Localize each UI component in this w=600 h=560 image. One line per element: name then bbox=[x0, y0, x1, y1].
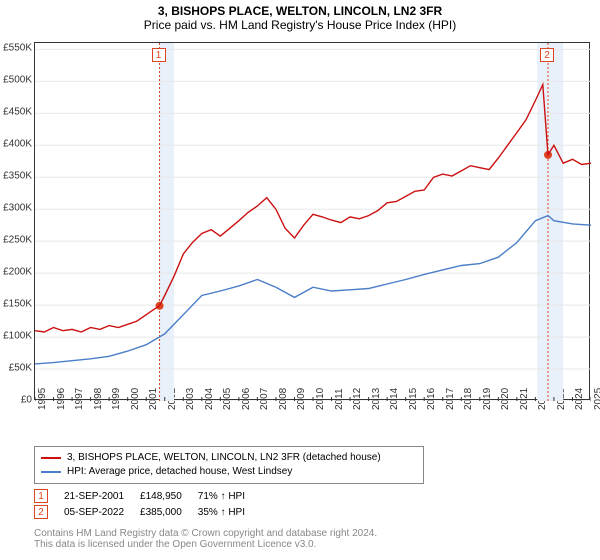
event-badge: 2 bbox=[540, 48, 554, 62]
table-row: 1 21-SEP-2001 £148,950 71% ↑ HPI bbox=[34, 488, 261, 504]
page-title: 3, BISHOPS PLACE, WELTON, LINCOLN, LN2 3… bbox=[0, 0, 600, 18]
gridlines bbox=[35, 49, 591, 401]
legend-label-property: 3, BISHOPS PLACE, WELTON, LINCOLN, LN2 3… bbox=[67, 451, 381, 465]
price-chart bbox=[34, 42, 590, 400]
sale-date-1: 21-SEP-2001 bbox=[64, 488, 140, 504]
sale-date-2: 05-SEP-2022 bbox=[64, 504, 140, 520]
sale-badge-2: 2 bbox=[34, 505, 48, 519]
series-hpi bbox=[35, 216, 591, 364]
footer-attribution: Contains HM Land Registry data © Crown c… bbox=[34, 528, 377, 550]
page-subtitle: Price paid vs. HM Land Registry's House … bbox=[0, 18, 600, 38]
highlight-band bbox=[160, 43, 174, 401]
sale-pct-1: 71% ↑ HPI bbox=[198, 488, 261, 504]
y-tick-label: £350K bbox=[2, 171, 32, 182]
sales-table: 1 21-SEP-2001 £148,950 71% ↑ HPI 2 05-SE… bbox=[34, 488, 261, 520]
footer-line-1: Contains HM Land Registry data © Crown c… bbox=[34, 528, 377, 539]
y-tick-label: £200K bbox=[2, 267, 32, 278]
legend-swatch-hpi bbox=[41, 471, 61, 473]
footer-line-2: This data is licensed under the Open Gov… bbox=[34, 539, 377, 550]
y-tick-label: £500K bbox=[2, 75, 32, 86]
y-tick-label: £300K bbox=[2, 203, 32, 214]
legend-label-hpi: HPI: Average price, detached house, West… bbox=[67, 465, 292, 479]
sale-price-1: £148,950 bbox=[140, 488, 198, 504]
y-tick-label: £450K bbox=[2, 107, 32, 118]
y-tick-label: £400K bbox=[2, 139, 32, 150]
y-tick-label: £250K bbox=[2, 235, 32, 246]
table-row: 2 05-SEP-2022 £385,000 35% ↑ HPI bbox=[34, 504, 261, 520]
y-tick-label: £50K bbox=[2, 363, 32, 374]
y-tick-label: £550K bbox=[2, 43, 32, 54]
sale-pct-2: 35% ↑ HPI bbox=[198, 504, 261, 520]
event-badge: 1 bbox=[152, 48, 166, 62]
x-tick-label: 2025 bbox=[593, 388, 600, 410]
y-tick-label: £0 bbox=[2, 395, 32, 406]
legend: 3, BISHOPS PLACE, WELTON, LINCOLN, LN2 3… bbox=[34, 446, 424, 484]
y-tick-label: £150K bbox=[2, 299, 32, 310]
sale-badge-1: 1 bbox=[34, 489, 48, 503]
y-tick-label: £100K bbox=[2, 331, 32, 342]
legend-swatch-property bbox=[41, 457, 61, 459]
sale-price-2: £385,000 bbox=[140, 504, 198, 520]
series-property bbox=[35, 85, 591, 332]
